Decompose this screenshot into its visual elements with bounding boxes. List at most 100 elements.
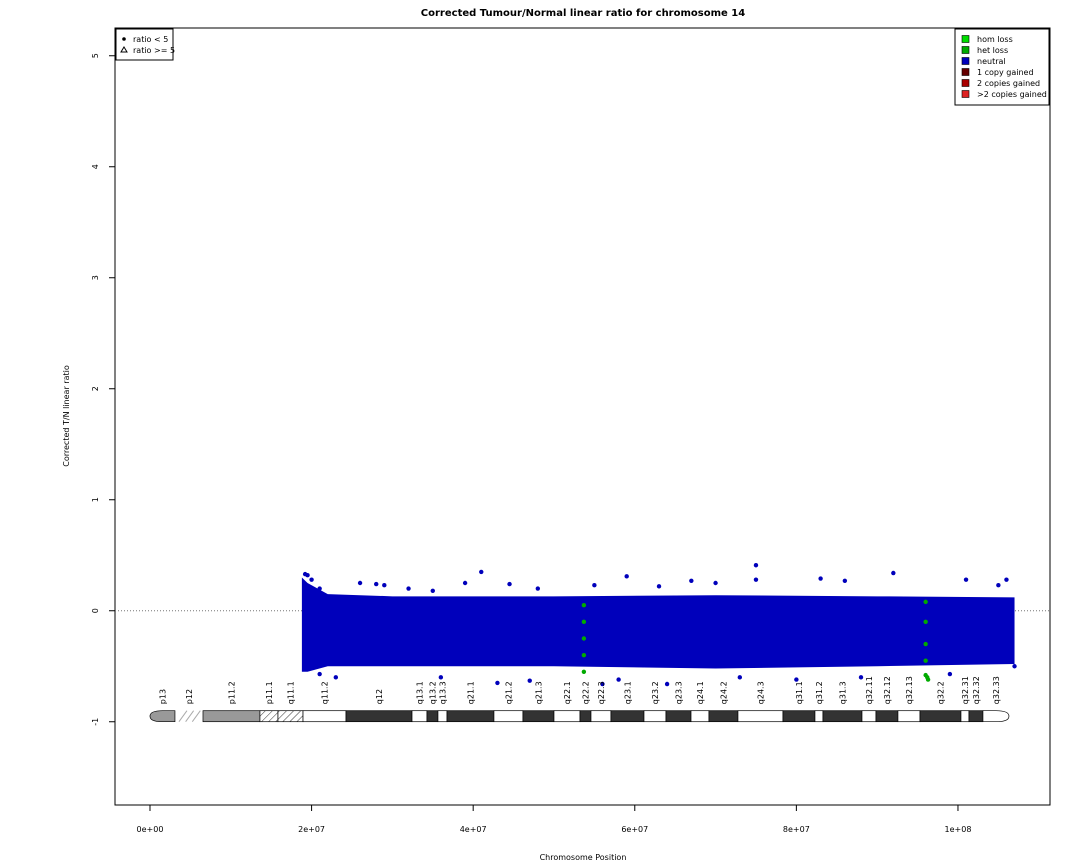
point [753,563,759,568]
ideogram-band [875,710,899,723]
band-label: q23.3 [674,681,683,704]
y-tick-label: -1 [91,718,100,726]
band-label: q13.2 [428,681,437,704]
point [947,671,953,677]
band-label: p12 [185,689,194,704]
point [317,671,322,677]
band-label: q23.2 [651,681,660,704]
point [1004,577,1009,582]
band-label: q21.2 [504,681,513,704]
y-tick-label: 0 [91,608,100,613]
point [357,580,363,586]
band-label: q22.2 [581,681,590,704]
legend-symbol [120,46,128,53]
band-label: p11.2 [227,681,236,704]
legend-swatch [961,46,970,54]
x-tick-label: 8e+07 [783,825,810,834]
x-tick-label: 6e+07 [621,825,648,834]
point [923,619,928,625]
point [689,578,694,583]
x-tick-label: 1e+08 [945,825,972,834]
ideogram-band [522,710,555,723]
point [495,680,500,686]
point [406,586,411,591]
ideogram-band [202,710,261,723]
ideogram-band [553,710,581,723]
ideogram-band [897,710,921,723]
point [891,570,896,576]
ideogram-band [665,710,692,723]
ideogram-band [610,710,645,723]
y-tick-label: 1 [91,497,100,502]
ideogram-band [345,710,413,723]
point [842,578,848,583]
point [527,678,532,683]
point [923,599,928,605]
legend-swatch [961,35,970,43]
band-label: q21.1 [466,681,475,704]
legend-label: het loss [977,46,1008,55]
point [656,584,662,589]
point [858,675,864,680]
point [581,652,587,658]
ideogram-band [446,710,495,723]
stalk-stroke [185,710,195,722]
band-label: p13 [158,689,167,704]
legend-label: 2 copies gained [977,79,1040,88]
band-label: q24.1 [696,681,705,704]
ideogram-band [178,710,201,722]
ideogram-band [982,710,1010,723]
ideogram-band [493,710,524,723]
point [438,675,444,680]
point [664,681,670,687]
ideogram-band [426,710,439,723]
point [305,573,310,578]
ideogram-band [708,710,739,723]
ideogram-band [861,710,877,723]
point [479,569,484,575]
legend-label: >2 copies gained [977,90,1047,99]
ideogram-band [643,710,667,723]
ideogram-band [302,710,347,723]
band-label: q32.12 [883,676,892,704]
legend-label: 1 copy gained [977,68,1034,77]
ideogram-band [690,710,710,723]
point [430,588,435,593]
band-label: q13.3 [438,681,447,704]
point [535,586,541,591]
point [616,677,621,682]
x-tick-label: 0e+00 [137,825,164,834]
ideogram-band [437,710,448,723]
point [713,580,718,586]
legend-box [115,28,174,61]
band-label: q32.2 [936,681,945,704]
point [581,636,587,641]
band-label: q32.31 [961,676,970,704]
point [753,577,759,582]
ideogram-band [960,710,970,723]
point [996,583,1001,588]
dense-band [301,577,1015,672]
ideogram-band [782,710,816,723]
band-label: q31.3 [838,681,847,704]
legend-swatch [961,79,970,87]
legend-label: neutral [977,57,1006,66]
stalk-stroke [178,710,188,722]
point [624,574,629,579]
x-axis-label: Chromosome Position [540,853,627,862]
legend-box [954,28,1050,106]
point [818,576,823,581]
y-tick-label: 5 [91,53,100,58]
chart-title: Corrected Tumour/Normal linear ratio for… [421,8,745,19]
point [507,581,512,587]
x-tick-label: 4e+07 [460,825,487,834]
ideogram-band [968,710,984,723]
band-label: q21.3 [534,681,543,704]
point [317,586,322,591]
point [581,603,587,608]
y-axis-label: Corrected T/N linear ratio [62,365,71,467]
band-label: q23.1 [623,681,632,704]
band-label: q11.2 [321,681,330,704]
